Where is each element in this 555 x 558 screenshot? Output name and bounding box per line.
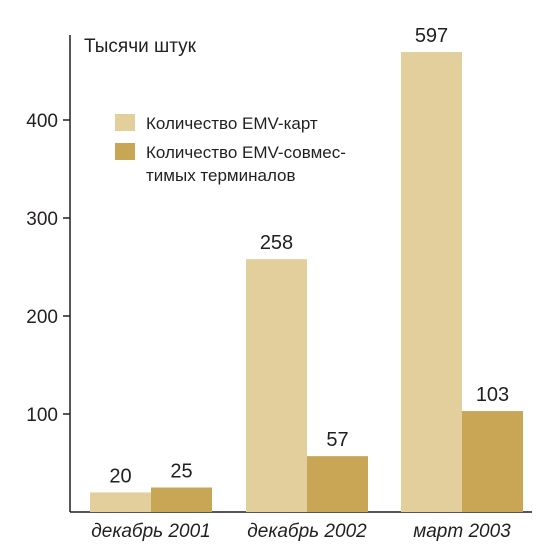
bar-terminals [307, 456, 368, 512]
legend-label-terminals-line1: Количество EMV-совмес- [146, 143, 346, 162]
bar-value-label: 25 [170, 461, 192, 483]
legend-label-terminals: Количество EMV-совмес-тимых терминалов [146, 141, 386, 187]
bar-value-label: 57 [326, 429, 348, 451]
bar-value-label: 258 [260, 232, 293, 254]
legend-item-cards: Количество EMV-карт [115, 112, 386, 135]
x-tick-label: декабрь 2002 [247, 521, 367, 542]
x-tick-label: март 2003 [413, 521, 511, 542]
legend-item-terminals: Количество EMV-совмес-тимых терминалов [115, 141, 386, 187]
legend-label-cards: Количество EMV-карт [146, 114, 318, 133]
bar-cards [246, 259, 307, 512]
bar-value-label: 597 [415, 25, 448, 47]
y-tick-label: 200 [26, 307, 58, 328]
bar-terminals [151, 487, 212, 512]
bar-terminals [462, 411, 523, 512]
bar-value-label: 20 [109, 465, 131, 487]
bar-cards [90, 492, 151, 512]
y-tick-label: 300 [26, 209, 58, 230]
bar-value-label: 103 [476, 384, 509, 406]
x-tick-label: декабрь 2001 [91, 521, 210, 542]
y-tick-label: 100 [26, 405, 58, 426]
legend-swatch-cards [115, 114, 135, 131]
legend: Количество EMV-карт Количество EMV-совме… [115, 112, 386, 193]
bar-cards [401, 52, 462, 512]
legend-swatch-terminals [115, 143, 135, 160]
y-axis-label: Тысячи штук [84, 36, 197, 57]
y-tick-label: 400 [26, 111, 58, 132]
legend-label-terminals-line2: тимых терминалов [146, 166, 296, 185]
